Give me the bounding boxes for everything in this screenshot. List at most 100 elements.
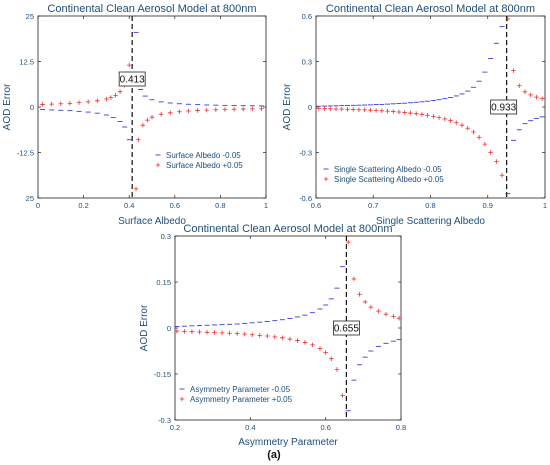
data-point-plus bbox=[413, 111, 419, 116]
critical-value-label: 0.413 bbox=[120, 75, 145, 86]
data-point-plus bbox=[287, 336, 293, 342]
data-point-plus bbox=[322, 106, 327, 111]
data-point-plus bbox=[302, 340, 308, 345]
y-tick-label: -0.3 bbox=[299, 149, 312, 158]
data-point-plus bbox=[333, 106, 339, 112]
legend-label: Asymmetry Parameter +0.05 bbox=[190, 395, 293, 404]
legend-marker-plus bbox=[323, 176, 329, 182]
data-point-plus bbox=[402, 110, 408, 115]
data-point-plus bbox=[94, 98, 100, 104]
y-tick-label: 12.5 bbox=[19, 58, 34, 67]
data-point-plus bbox=[345, 106, 350, 112]
x-tick-label: 0.4 bbox=[124, 201, 134, 210]
critical-value-box bbox=[118, 71, 146, 87]
critical-value-label: 0.933 bbox=[491, 103, 516, 114]
x-tick-label: 0.4 bbox=[245, 423, 255, 432]
data-point-plus bbox=[499, 172, 505, 178]
data-point-plus bbox=[396, 315, 402, 321]
data-point-plus bbox=[453, 120, 459, 126]
data-point-plus bbox=[58, 101, 64, 107]
x-tick-label: 0.2 bbox=[170, 423, 180, 432]
y-tick-label: 0.3 bbox=[302, 58, 312, 67]
data-point-plus bbox=[539, 96, 545, 101]
figure-label: (a) bbox=[267, 449, 281, 461]
legend-label: Single Scattering Albedo -0.05 bbox=[334, 165, 442, 174]
data-point-plus bbox=[49, 101, 54, 107]
data-point-plus bbox=[85, 99, 91, 105]
data-point-plus bbox=[373, 108, 379, 113]
data-point-plus bbox=[408, 110, 413, 116]
data-point-plus bbox=[345, 239, 351, 245]
data-point-plus bbox=[133, 186, 139, 192]
x-tick-label: 0.2 bbox=[78, 201, 88, 210]
data-point-plus bbox=[240, 106, 246, 112]
y-tick-label: 0.15 bbox=[156, 278, 171, 287]
y-tick-label: 0 bbox=[30, 103, 34, 112]
data-point-plus bbox=[117, 89, 123, 95]
x-axis-label: Single Scattering Albedo bbox=[376, 216, 485, 227]
data-point-plus bbox=[272, 334, 278, 340]
y-axis-label: AOD Error bbox=[282, 83, 293, 130]
data-point-plus bbox=[350, 107, 356, 112]
data-point-plus bbox=[231, 106, 237, 112]
data-point-plus bbox=[442, 116, 448, 122]
data-point-plus bbox=[448, 118, 453, 123]
x-tick-label: 1 bbox=[264, 201, 268, 210]
y-tick-label: 0 bbox=[308, 103, 312, 112]
data-point-plus bbox=[310, 342, 315, 348]
data-point-plus bbox=[379, 108, 385, 114]
data-point-plus bbox=[259, 106, 264, 112]
data-point-plus bbox=[227, 330, 232, 336]
data-point-plus bbox=[385, 108, 390, 114]
data-point-plus bbox=[431, 114, 436, 119]
y-tick-label: -12.5 bbox=[17, 149, 34, 158]
data-point-plus bbox=[219, 330, 225, 336]
x-tick-label: 0.8 bbox=[425, 201, 435, 210]
data-point-plus bbox=[471, 129, 476, 135]
data-point-plus bbox=[511, 68, 516, 73]
data-point-plus bbox=[113, 93, 118, 98]
data-point-plus bbox=[356, 107, 362, 113]
chart-panels: Continental Clean Aerosol Model at 800nm… bbox=[2, 3, 547, 448]
data-point-plus bbox=[149, 114, 155, 120]
data-point-plus bbox=[494, 159, 499, 164]
data-point-plus bbox=[522, 89, 528, 95]
data-point-plus bbox=[242, 331, 247, 337]
x-tick-label: 0.8 bbox=[396, 423, 406, 432]
data-point-plus bbox=[425, 113, 430, 118]
data-point-plus bbox=[419, 112, 425, 117]
x-tick-label: 0.9 bbox=[483, 201, 493, 210]
data-point-plus bbox=[67, 101, 73, 106]
data-point-plus bbox=[459, 122, 465, 128]
data-point-plus bbox=[167, 110, 173, 116]
y-tick-label: -0.15 bbox=[154, 370, 171, 379]
data-point-plus bbox=[204, 329, 210, 335]
data-point-plus bbox=[391, 314, 396, 319]
x-tick-label: 0 bbox=[36, 201, 40, 210]
data-point-plus bbox=[368, 304, 374, 310]
data-point-plus bbox=[249, 332, 255, 338]
data-point-plus bbox=[104, 96, 109, 102]
data-point-plus bbox=[40, 102, 45, 107]
x-tick-label: 0.6 bbox=[170, 201, 180, 210]
y-tick-label: -0.3 bbox=[158, 416, 171, 425]
data-point-plus bbox=[136, 137, 141, 143]
chart-panel-3: Continental Clean Aerosol Model at 800nm… bbox=[139, 223, 406, 448]
data-point-plus bbox=[264, 333, 270, 339]
legend-marker-plus bbox=[179, 396, 185, 402]
data-point-plus bbox=[505, 16, 511, 22]
y-tick-label: 0.6 bbox=[302, 12, 312, 21]
legend-label: Surface Albedo -0.05 bbox=[166, 151, 241, 160]
data-point-plus bbox=[222, 107, 228, 112]
data-point-plus bbox=[174, 328, 180, 334]
data-point-plus bbox=[204, 107, 210, 113]
critical-value-label: 0.655 bbox=[334, 324, 359, 335]
chart-panel-1: Continental Clean Aerosol Model at 800nm… bbox=[2, 3, 268, 227]
data-point-plus bbox=[528, 92, 533, 98]
y-axis-label: AOD Error bbox=[139, 304, 150, 351]
y-tick-label: 25 bbox=[26, 12, 34, 21]
data-point-plus bbox=[213, 107, 219, 113]
data-point-plus bbox=[465, 125, 471, 131]
y-tick-label: -0.6 bbox=[299, 194, 312, 203]
